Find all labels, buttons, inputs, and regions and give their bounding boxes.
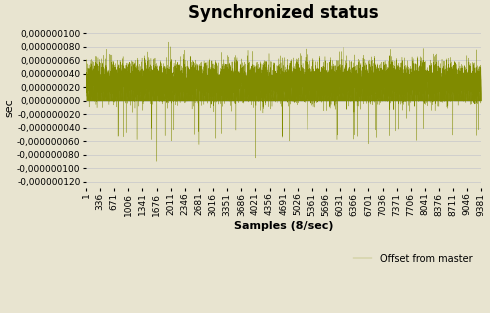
Offset from master	[145, 90, 151, 94]
Offset from master	[83, 82, 89, 85]
Legend: Offset from master: Offset from master	[349, 250, 476, 268]
Offset from master	[181, 73, 187, 77]
Offset from master	[154, 160, 160, 163]
Y-axis label: sec: sec	[4, 98, 14, 117]
Offset from master	[450, 67, 456, 71]
Offset from master	[166, 40, 171, 44]
Offset from master	[94, 90, 100, 93]
X-axis label: Samples (8/sec): Samples (8/sec)	[234, 221, 333, 231]
Offset from master	[332, 88, 338, 92]
Offset from master	[451, 85, 457, 89]
Line: Offset from master: Offset from master	[86, 42, 481, 162]
Title: Synchronized status: Synchronized status	[188, 4, 379, 22]
Offset from master	[478, 78, 484, 82]
